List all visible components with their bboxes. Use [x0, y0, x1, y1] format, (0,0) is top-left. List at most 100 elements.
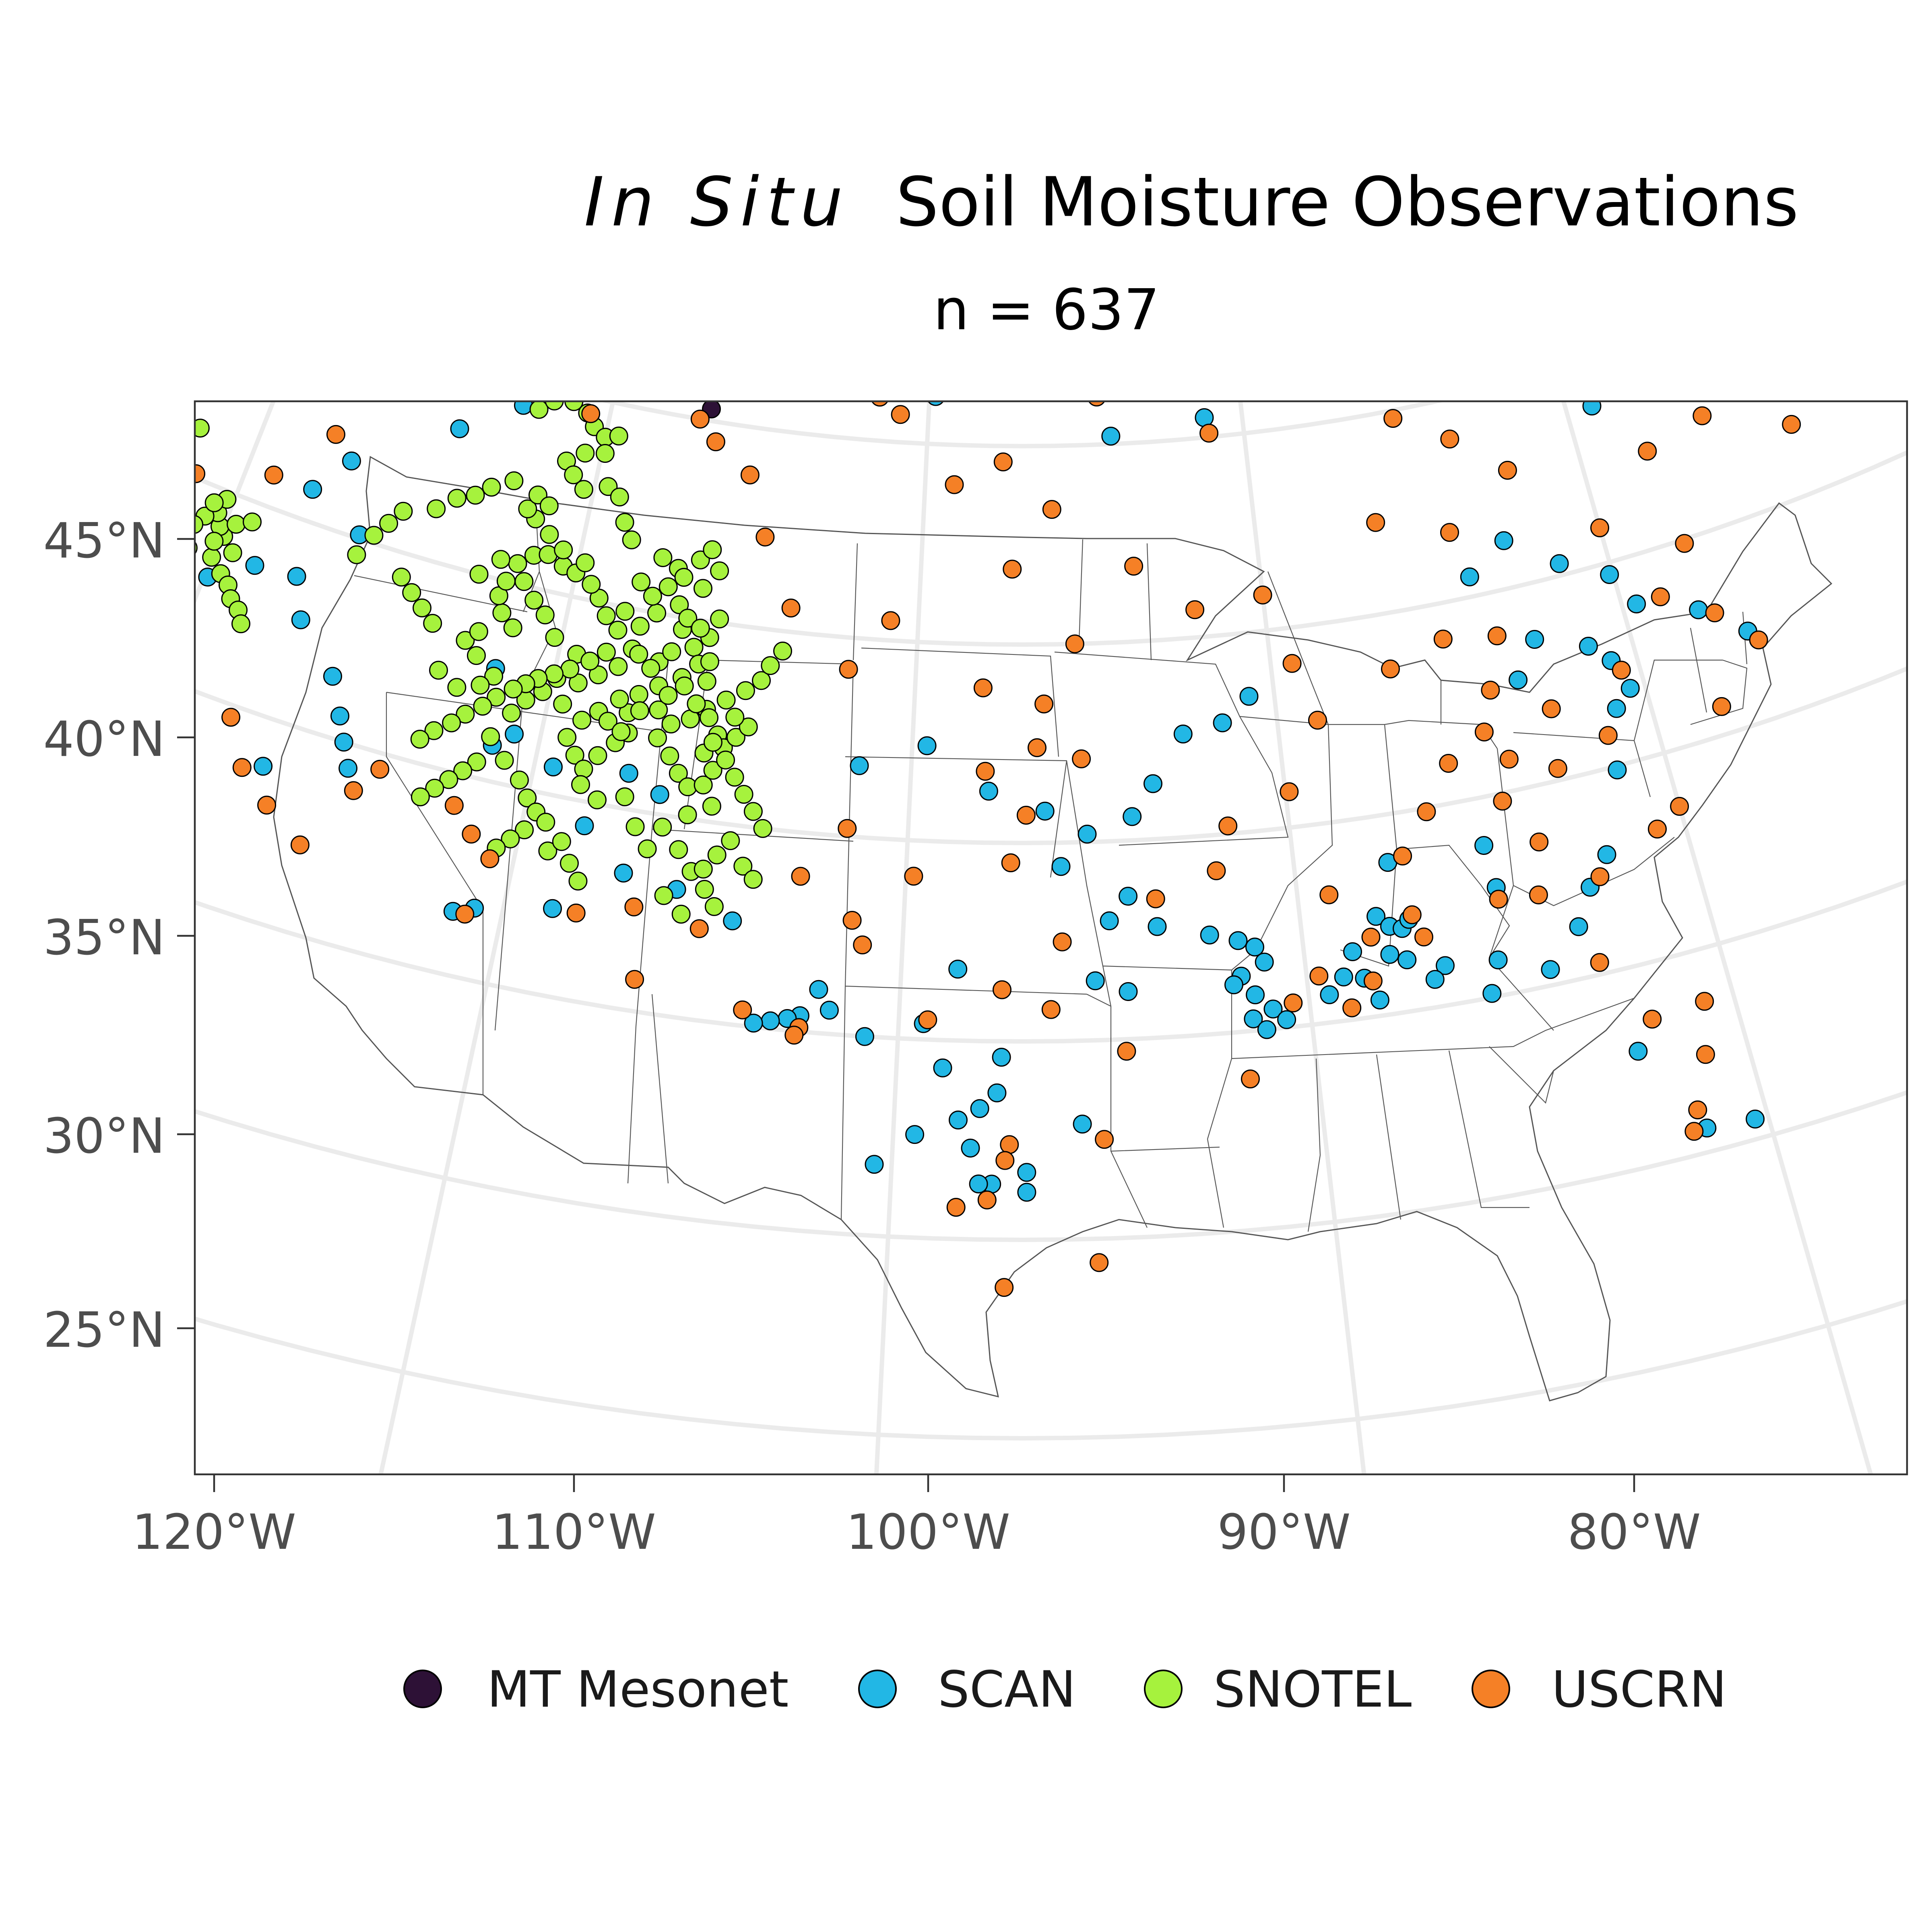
station-point-uscrn: [1695, 992, 1714, 1011]
station-point-snotel: [545, 664, 564, 683]
station-point-snotel: [231, 614, 250, 634]
station-point-scan: [1277, 1010, 1296, 1029]
station-point-snotel: [694, 775, 713, 795]
station-point-snotel: [653, 817, 672, 837]
station-point-snotel: [456, 631, 475, 650]
station-point-uscrn: [1282, 654, 1302, 673]
station-point-scan: [744, 1013, 763, 1033]
station-point-mt-mesonet: [582, 323, 599, 341]
station-point-scan: [1436, 956, 1455, 975]
station-point-mt-mesonet: [542, 342, 559, 360]
station-point-snotel: [599, 287, 617, 304]
station-point-scan: [544, 758, 563, 776]
station-point-mt-mesonet: [567, 344, 585, 362]
station-point-scan: [450, 419, 469, 438]
station-point-scan: [844, 346, 861, 364]
station-point-snotel: [447, 678, 466, 697]
station-point-snotel: [413, 598, 431, 617]
graticule-meridian: [1238, 401, 1366, 1474]
station-point-scan: [987, 1083, 1007, 1102]
station-point-snotel: [611, 722, 631, 741]
station-point-snotel: [204, 493, 224, 512]
station-point-snotel: [554, 540, 573, 559]
station-point-scan: [1629, 1042, 1648, 1061]
station-point-snotel: [576, 553, 595, 572]
station-point-uscrn: [891, 405, 910, 424]
station-point-snotel: [473, 697, 492, 716]
x-tick-label: 120°W: [132, 1505, 296, 1560]
station-point-uscrn: [664, 272, 681, 290]
station-point-uscrn: [1095, 1130, 1114, 1149]
station-point-scan: [1741, 355, 1759, 373]
station-point-snotel: [704, 897, 724, 916]
station-point-uscrn: [326, 425, 345, 444]
station-point-snotel: [610, 689, 629, 709]
station-point-uscrn: [1041, 1000, 1061, 1019]
station-point-scan: [1144, 774, 1162, 793]
station-point-snotel: [658, 686, 678, 705]
station-point-snotel: [669, 764, 688, 783]
station-point-scan: [1380, 945, 1399, 964]
station-point-scan: [1123, 807, 1142, 826]
station-point-snotel: [495, 751, 514, 770]
station-point-uscrn: [1651, 587, 1670, 607]
station-point-snotel: [442, 713, 461, 733]
station-point-scan: [619, 764, 638, 783]
station-point-snotel: [501, 829, 520, 848]
station-point-snotel: [510, 375, 528, 392]
x-tick-label: 100°W: [846, 1505, 1010, 1560]
station-point-snotel: [492, 603, 512, 623]
station-point-uscrn: [918, 1010, 937, 1030]
station-point-scan: [1173, 724, 1193, 744]
station-point-snotel: [678, 777, 698, 797]
station-point-snotel: [535, 605, 555, 625]
station-point-snotel: [574, 480, 593, 499]
station-point-snotel: [423, 614, 442, 633]
station-point-uscrn: [733, 1000, 752, 1020]
station-point-snotel: [658, 577, 678, 597]
station-point-uscrn: [1088, 401, 1105, 407]
station-point-snotel: [491, 550, 510, 569]
station-point-uscrn: [871, 401, 888, 407]
station-point-snotel: [429, 661, 448, 680]
station-point-snotel: [496, 572, 516, 591]
station-point-uscrn: [1792, 309, 1809, 326]
station-point-snotel: [694, 579, 712, 598]
station-point-scan: [1343, 942, 1362, 961]
station-point-mt-mesonet: [568, 291, 585, 309]
station-point-scan: [1494, 531, 1513, 550]
station-point-uscrn: [1363, 971, 1383, 991]
station-point-uscrn: [1242, 376, 1260, 394]
station-point-scan: [855, 1027, 874, 1046]
station-point-mt-mesonet: [710, 373, 728, 391]
station-point-uscrn: [367, 250, 385, 268]
station-point-snotel: [684, 638, 704, 657]
station-point-uscrn: [854, 331, 872, 349]
station-point-snotel: [678, 805, 697, 824]
station-point-snotel: [743, 802, 763, 821]
station-point-uscrn: [111, 588, 129, 605]
x-tick-label: 90°W: [1217, 1505, 1350, 1560]
station-point-snotel: [609, 657, 628, 676]
station-point-snotel: [721, 831, 740, 850]
station-point-scan: [1228, 931, 1248, 950]
station-point-scan: [1077, 824, 1097, 844]
chart-title-italic: In Situ: [584, 163, 850, 242]
station-point-uscrn: [1124, 557, 1144, 576]
station-point-scan: [662, 264, 680, 281]
station-point-snotel: [662, 642, 681, 661]
station-point-scan: [970, 1099, 989, 1118]
station-point-snotel: [540, 525, 559, 544]
station-point-snotel: [671, 904, 691, 924]
station-point-snotel: [467, 752, 486, 772]
us-outline: [273, 456, 1833, 1402]
station-point-scan: [949, 1110, 968, 1130]
station-point-snotel: [675, 676, 694, 696]
station-point-uscrn: [1417, 802, 1436, 822]
station-point-uscrn: [1218, 816, 1238, 836]
station-point-snotel: [364, 526, 384, 545]
station-point-snotel: [508, 554, 527, 573]
station-point-scan: [614, 863, 633, 883]
station-point-mt-mesonet: [695, 351, 713, 368]
station-point-scan: [1460, 567, 1479, 586]
